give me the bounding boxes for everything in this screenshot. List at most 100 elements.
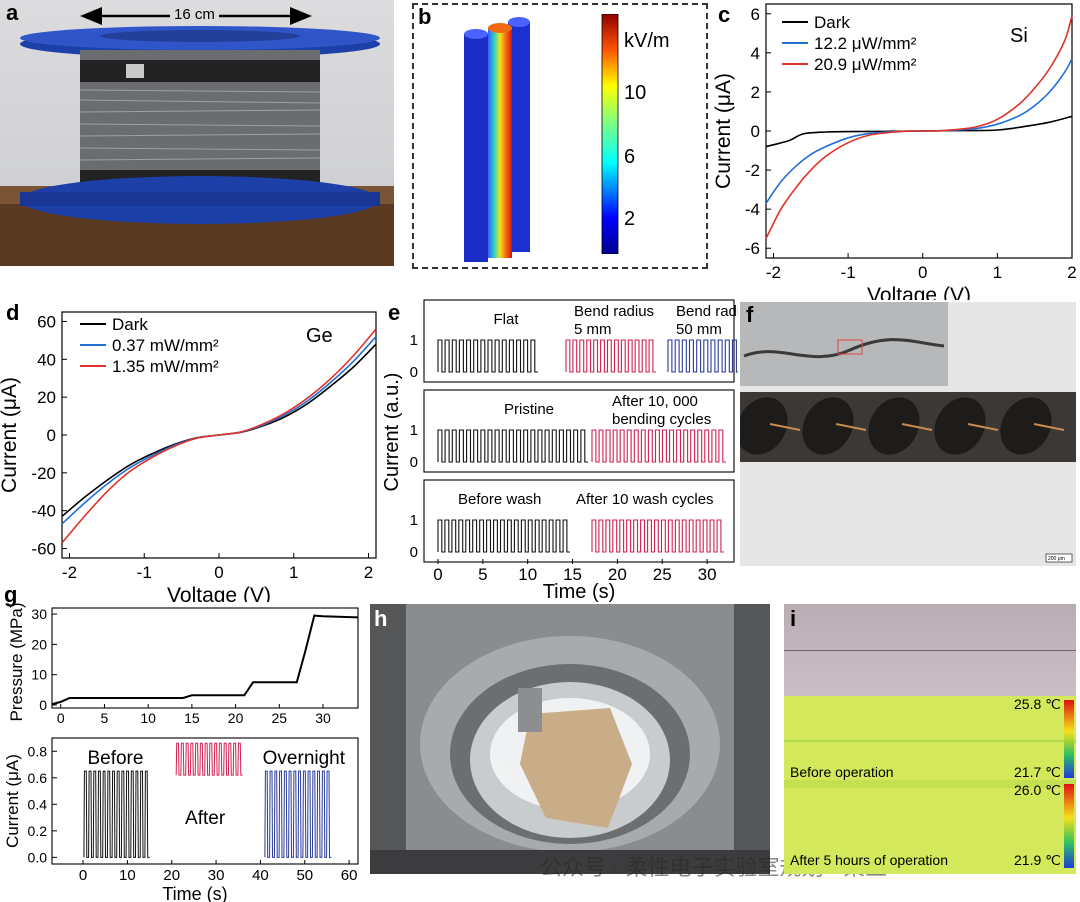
row-label: After 10, 000: [612, 393, 698, 410]
x-tick-label: 20: [163, 867, 180, 884]
series-line-2: [61, 336, 377, 525]
after-max-temp: 26.0 ℃: [1014, 782, 1061, 798]
y-tick-label: -6: [745, 239, 760, 258]
x-tick-label: 1: [993, 263, 1002, 282]
x-tick-label: -1: [137, 563, 152, 582]
current-train-before: [83, 770, 150, 858]
y-tick-label: 20: [31, 636, 47, 652]
x-tick-label: 0: [433, 565, 442, 584]
y-tick-label: 6: [751, 5, 760, 24]
legend-label-3: 1.35 mW/mm²: [112, 357, 219, 376]
x-tick-label: 25: [272, 710, 288, 726]
row-label: bending cycles: [612, 411, 711, 428]
x-tick-label: 20: [608, 565, 627, 584]
legend-label-2: 0.37 mW/mm²: [112, 336, 219, 355]
row-label: Pristine: [504, 401, 554, 418]
y-tick-label: 0: [47, 426, 56, 445]
y-tick-label: -20: [31, 464, 56, 483]
y-tick-label: 1: [410, 512, 418, 529]
colorbar-tick-10: 10: [624, 82, 647, 104]
panel-h-label: h: [374, 606, 388, 631]
legend-label-2: 12.2 μW/mm²: [814, 34, 917, 53]
before-operation-label: Before operation: [790, 764, 894, 780]
x-axis-label: Voltage (V): [167, 584, 271, 602]
current-train-overnight: [264, 770, 332, 858]
bottom-plot-frame: [51, 737, 359, 865]
chart-g: 0 10 20 30 0 5 10 15 20 25 30 Pressure (MPa) 0.0 0.2 0…: [3, 602, 359, 902]
label-after: After: [185, 808, 226, 829]
chart-d: -2 -1 0 1 2 -60 -40 -20 0 20 40 60 Voltage (V) Curren…: [0, 311, 377, 602]
y-tick-label: 20: [37, 388, 56, 407]
y-tick-label: 1: [410, 422, 418, 439]
x-tick-label: 5: [101, 710, 109, 726]
x-tick-label: 0: [57, 710, 65, 726]
pulse-train-3-1: [437, 519, 570, 553]
x-axis-label: Voltage (V): [867, 284, 971, 300]
label-overnight: Overnight: [263, 748, 346, 769]
colorbar-title: kV/m: [624, 30, 670, 52]
y-tick-label: -40: [31, 502, 56, 521]
y-tick-label: 0.4: [28, 796, 48, 812]
y-tick-label: 0: [410, 364, 418, 381]
y-tick-label: 0: [410, 454, 418, 471]
pulse-train-1-3: [667, 339, 738, 373]
fiber-simulation: [464, 17, 530, 262]
x-tick-label: 15: [563, 565, 582, 584]
x-tick-label: 10: [119, 867, 136, 884]
y-tick-label: 10: [31, 667, 47, 683]
subplot-frame-1: [423, 299, 735, 383]
panel-d-label: d: [6, 300, 20, 325]
x-tick-label: 50: [296, 867, 313, 884]
y-tick-label: -4: [745, 200, 760, 219]
x-tick-label: 5: [478, 565, 487, 584]
colorbar: [601, 14, 619, 254]
after-operation-label: After 5 hours of operation: [790, 852, 948, 868]
pulse-train-3-2: [591, 519, 724, 553]
panel-f-label: f: [746, 302, 754, 327]
material-annotation: Si: [1010, 25, 1028, 47]
top-plot-frame: [51, 607, 359, 709]
x-tick-label: 40: [252, 867, 269, 884]
x-tick-label: -2: [766, 263, 781, 282]
legend-label-3: 20.9 μW/mm²: [814, 55, 917, 74]
x-axis-label: Time (s): [543, 581, 616, 602]
legend-label-1: Dark: [814, 13, 850, 32]
y-tick-label: 0.8: [28, 743, 48, 759]
x-tick-label: 60: [341, 867, 358, 884]
spool-illustration: [0, 26, 394, 266]
twisted-fiber-image: [740, 302, 1076, 563]
colorbar-tick-6: 6: [624, 146, 636, 168]
y-tick-label: 1: [410, 332, 418, 349]
pulse-train-1-2: [565, 339, 656, 373]
x-tick-label: -2: [62, 563, 77, 582]
x-tick-label: 0: [918, 263, 927, 282]
current-train-after: [175, 742, 243, 776]
panel-b-frame: [412, 3, 708, 269]
x-tick-label: 1: [289, 563, 298, 582]
x-tick-label: 10: [518, 565, 537, 584]
row-label: Flat: [493, 311, 519, 328]
chart-c: -2 -1 0 1 2 -6 -4 -2 0 2 4 6 Voltage (V) Current (μA)…: [714, 3, 1077, 300]
y-tick-label: 0: [39, 697, 47, 713]
x-tick-label: 30: [315, 710, 331, 726]
y-axis-label: Current (μA): [714, 73, 735, 189]
before-max-temp: 25.8 ℃: [1014, 696, 1061, 712]
pulse-train-2-2: [591, 429, 726, 463]
subplot-frame-2: [423, 389, 735, 473]
washing-machine-image: [370, 604, 770, 874]
y-tick-label: 0.0: [28, 849, 48, 865]
row-label: 5 mm: [574, 321, 612, 338]
y-tick-label: 30: [31, 606, 47, 622]
row-label: After 10 wash cycles: [576, 491, 714, 508]
panel-b-label: b: [418, 4, 432, 29]
row-label: Bend radius: [676, 303, 738, 320]
x-tick-label: 20: [228, 710, 244, 726]
pulse-train-2-1: [437, 429, 588, 463]
x-tick-label: 30: [208, 867, 225, 884]
bottom-y-axis-label: Current (μA): [3, 754, 22, 848]
x-tick-label: 0: [214, 563, 223, 582]
y-axis-label: Current (μA): [0, 377, 21, 493]
panel-a-label: a: [6, 0, 19, 25]
x-tick-label: 2: [1067, 263, 1076, 282]
panel-a-photo: [0, 0, 394, 266]
